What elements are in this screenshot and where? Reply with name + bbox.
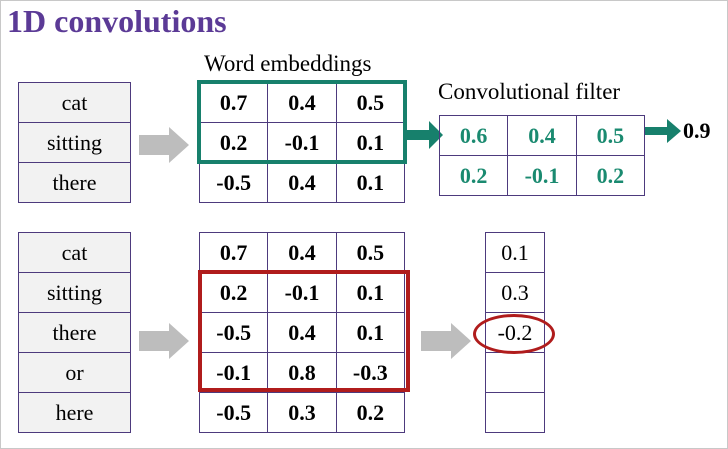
output-cell: 0.1 xyxy=(485,232,545,273)
word-cell: sitting xyxy=(18,122,131,163)
embedding-cell: 0.1 xyxy=(335,272,406,313)
embedding-cell: 0.4 xyxy=(267,312,337,353)
word-cell: cat xyxy=(18,82,131,123)
embedding-cell: -0.5 xyxy=(198,312,269,353)
embedding-cell: 0.1 xyxy=(335,162,406,203)
embedding-cell: 0.2 xyxy=(198,122,269,163)
embedding-cell: 0.1 xyxy=(335,312,406,353)
embedding-cell: -0.1 xyxy=(198,352,269,393)
slide-title: 1D convolutions xyxy=(7,3,227,39)
embedding-cell: 0.2 xyxy=(198,272,269,313)
embedding-cell: -0.1 xyxy=(267,272,337,313)
convolution-result: 0.9 xyxy=(683,118,711,143)
word-cell: cat xyxy=(18,232,131,273)
filter-cell: -0.1 xyxy=(507,155,577,196)
bottom-right-arrow xyxy=(139,323,189,359)
output-cell: 0.3 xyxy=(485,272,545,313)
embedding-cell: 0.3 xyxy=(267,392,337,433)
embeddings-label: Word embeddings xyxy=(204,51,372,76)
embedding-cell: 0.7 xyxy=(198,232,269,273)
filter-table: 0.6 0.4 0.5 0.2 -0.1 0.2 xyxy=(438,115,646,196)
embedding-cell: -0.3 xyxy=(335,352,406,393)
teal-arrow-to-result xyxy=(645,119,681,143)
output-arrow xyxy=(421,323,471,359)
teal-arrow-to-filter xyxy=(405,121,443,149)
word-cell: or xyxy=(18,352,131,393)
embedding-cell: 0.4 xyxy=(267,162,337,203)
word-cell: there xyxy=(18,162,131,203)
embedding-cell: -0.5 xyxy=(198,392,269,433)
embedding-cell: -0.1 xyxy=(267,122,337,163)
filter-cell: 0.2 xyxy=(575,155,646,196)
filter-cell: 0.5 xyxy=(575,115,646,156)
word-cell: there xyxy=(18,312,131,353)
output-cell xyxy=(485,392,545,433)
bottom-embeddings-table: 0.7 0.4 0.5 0.2 -0.1 0.1 -0.5 0.4 0.1 -0… xyxy=(198,232,406,433)
embedding-cell: 0.8 xyxy=(267,352,337,393)
embedding-cell: 0.7 xyxy=(198,82,269,123)
output-highlight-ellipse xyxy=(473,314,555,354)
filter-cell: 0.2 xyxy=(438,155,509,196)
embedding-cell: -0.5 xyxy=(198,162,269,203)
word-cell: here xyxy=(18,392,131,433)
embedding-cell: 0.5 xyxy=(335,82,406,123)
bottom-words-table: cat sitting there or here xyxy=(18,232,131,433)
word-cell: sitting xyxy=(18,272,131,313)
filter-label: Convolutional filter xyxy=(438,79,621,104)
output-cell xyxy=(485,352,545,393)
filter-cell: 0.6 xyxy=(438,115,509,156)
embedding-cell: 0.2 xyxy=(335,392,406,433)
embedding-cell: 0.5 xyxy=(335,232,406,273)
top-words-table: cat sitting there xyxy=(18,82,131,203)
embedding-cell: 0.4 xyxy=(267,82,337,123)
embedding-cell: 0.1 xyxy=(335,122,406,163)
top-embeddings-table: 0.7 0.4 0.5 0.2 -0.1 0.1 -0.5 0.4 0.1 xyxy=(198,82,406,203)
embedding-cell: 0.4 xyxy=(267,232,337,273)
filter-cell: 0.4 xyxy=(507,115,577,156)
top-right-arrow xyxy=(139,127,189,163)
